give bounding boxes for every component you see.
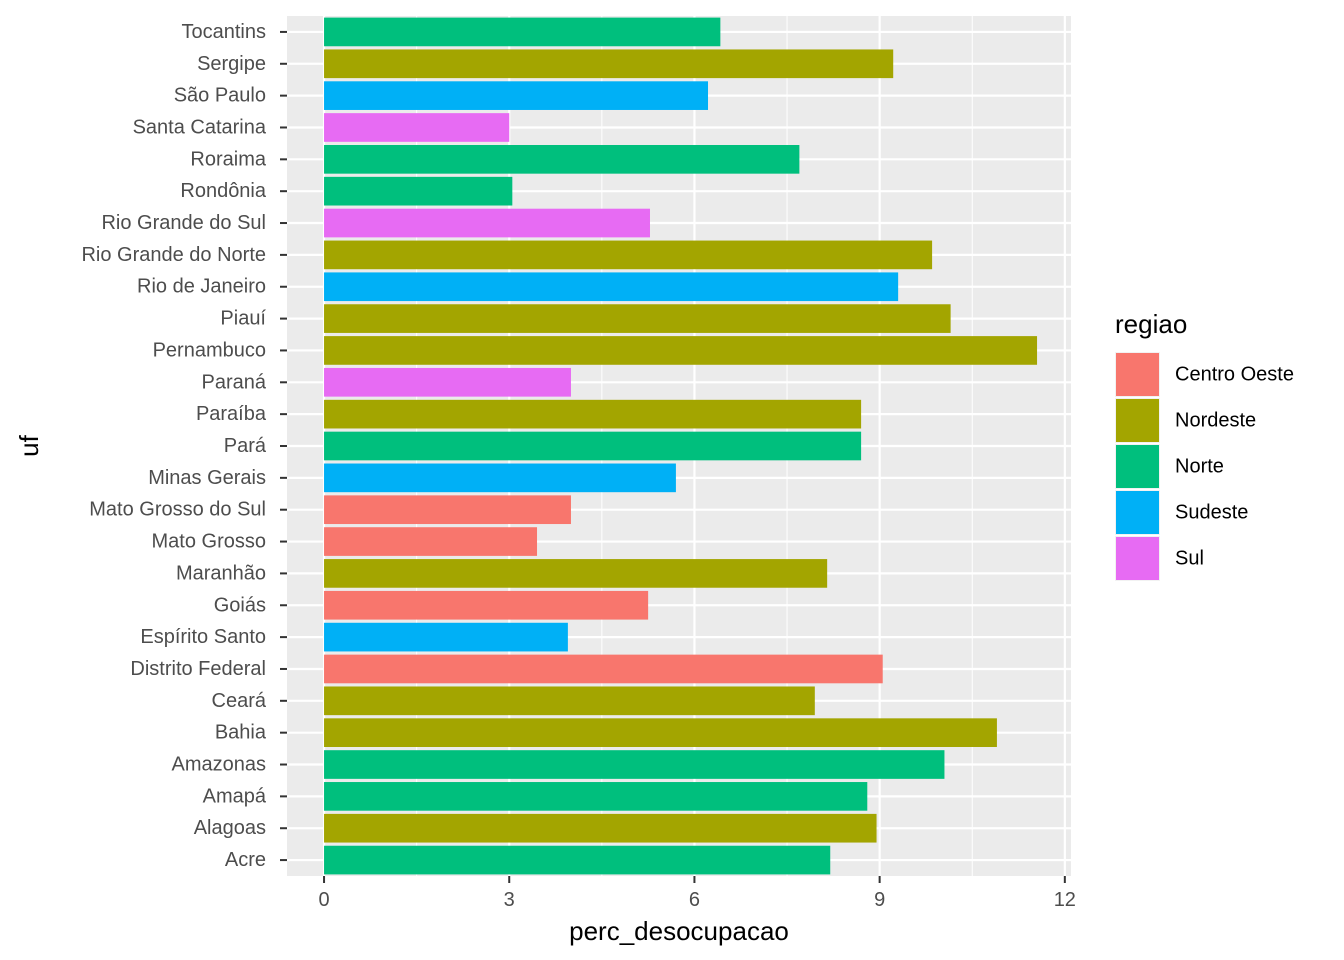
- bar-distrito-federal: [324, 654, 883, 684]
- bar-acre: [324, 845, 831, 875]
- y-tick-label: Pará: [224, 435, 267, 457]
- bar-tocantins: [324, 17, 721, 47]
- bar-minas-gerais: [324, 463, 676, 493]
- y-tick-label: Espírito Santo: [140, 626, 266, 648]
- bar-maranhao: [324, 559, 828, 588]
- y-tick-label: Sergipe: [197, 53, 266, 75]
- bar-bahia: [324, 718, 997, 747]
- bar-parana: [324, 367, 571, 397]
- bar-para: [324, 431, 862, 461]
- bar-mato-grosso-do-sul: [324, 495, 571, 525]
- bar-amapa: [324, 782, 868, 811]
- bar-santa-catarina: [324, 113, 510, 142]
- y-tick-label: Pernambuco: [153, 339, 266, 361]
- x-axis: 0 3 6 9 12: [318, 876, 1076, 911]
- legend-swatch: [1116, 399, 1159, 442]
- legend-label: Norte: [1175, 456, 1224, 478]
- y-tick-label: Amapá: [203, 785, 267, 807]
- legend-swatch: [1116, 445, 1159, 488]
- y-tick-label: Mato Grosso do Sul: [89, 499, 266, 521]
- y-tick-label: Goiás: [214, 594, 266, 616]
- bar-mato-grosso: [324, 527, 538, 556]
- x-tick-label: 0: [318, 889, 329, 911]
- y-tick-label: Piauí: [220, 308, 266, 330]
- bar-pernambuco: [324, 336, 1038, 365]
- bar-rio-de-janeiro: [324, 272, 899, 302]
- legend-label: Centro Oeste: [1175, 364, 1294, 386]
- bar-piaui: [324, 304, 951, 333]
- bar-rio-grande-do-norte: [324, 240, 933, 270]
- y-tick-label: Rio Grande do Sul: [101, 212, 266, 234]
- y-tick-label: Ceará: [212, 690, 267, 712]
- y-tick-label: Rondônia: [180, 180, 267, 202]
- y-axis-title: uf: [14, 434, 44, 456]
- x-tick-label: 9: [874, 889, 885, 911]
- y-tick-label: Tocantins: [182, 21, 267, 43]
- y-tick-label: Santa Catarina: [133, 116, 267, 138]
- y-tick-label: Minas Gerais: [148, 467, 266, 489]
- x-tick-label: 3: [504, 889, 515, 911]
- bar-alagoas: [324, 813, 877, 843]
- legend-swatch: [1116, 537, 1159, 580]
- y-tick-label: Rio Grande do Norte: [81, 244, 266, 266]
- bar-roraima: [324, 145, 800, 174]
- bar-sao-paulo: [324, 81, 709, 110]
- bar-rondonia: [324, 176, 513, 206]
- x-axis-title: perc_desocupacao: [569, 916, 789, 946]
- y-tick-label: São Paulo: [174, 85, 266, 107]
- bars: [324, 17, 1038, 875]
- y-tick-label: Alagoas: [194, 817, 266, 839]
- y-tick-label: Paraíba: [196, 403, 267, 425]
- x-tick-label: 6: [689, 889, 700, 911]
- y-tick-label: Mato Grosso: [152, 531, 266, 553]
- legend: regiao Centro Oeste Nordeste Norte Sudeste S…: [1115, 309, 1294, 581]
- y-axis: Acre Alagoas Amapá Amazonas Bahia Ceará Distri…: [81, 21, 287, 871]
- bar-amazonas: [324, 750, 945, 779]
- y-tick-label: Bahia: [215, 722, 267, 744]
- y-tick-label: Distrito Federal: [130, 658, 266, 680]
- legend-label: Sul: [1175, 548, 1204, 570]
- bar-espirito-santo: [324, 622, 568, 652]
- legend-label: Nordeste: [1175, 410, 1256, 432]
- bar-goias: [324, 590, 649, 620]
- y-tick-label: Amazonas: [172, 754, 267, 776]
- y-tick-label: Rio de Janeiro: [137, 276, 266, 298]
- legend-title: regiao: [1115, 309, 1187, 339]
- x-tick-label: 12: [1054, 889, 1076, 911]
- y-tick-label: Acre: [225, 849, 266, 871]
- bar-rio-grande-do-sul: [324, 208, 650, 238]
- bar-paraiba: [324, 399, 862, 429]
- y-tick-label: Maranhão: [176, 562, 266, 584]
- legend-swatch: [1116, 353, 1159, 396]
- bar-sergipe: [324, 49, 894, 79]
- legend-label: Sudeste: [1175, 502, 1248, 524]
- bar-ceara: [324, 686, 815, 716]
- y-tick-label: Roraima: [190, 148, 266, 170]
- legend-swatch: [1116, 491, 1159, 534]
- y-tick-label: Paraná: [202, 371, 267, 393]
